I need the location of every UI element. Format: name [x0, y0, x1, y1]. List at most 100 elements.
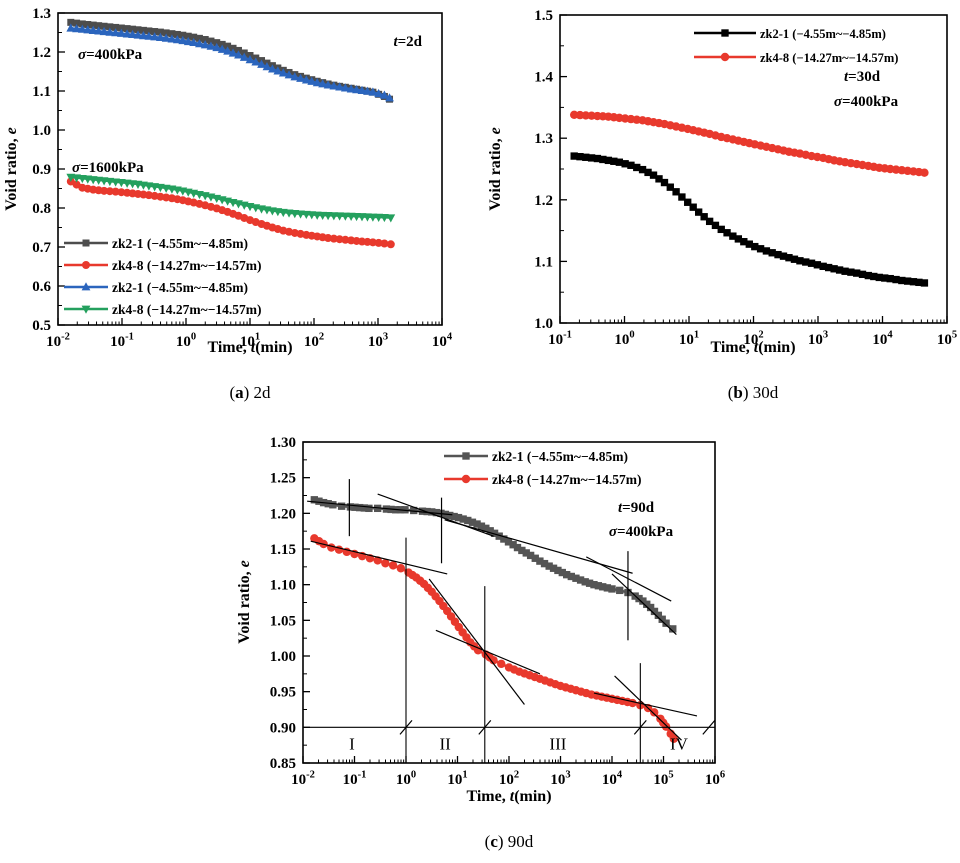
legend-label: zk2-1 (−4.55m~−4.85m)	[112, 236, 248, 251]
annotations: t=30d σ=400kPa	[834, 69, 899, 110]
svg-text:104: 104	[872, 330, 893, 349]
x-axis-title: Time, t(min)	[466, 788, 551, 805]
svg-text:1.3: 1.3	[32, 6, 51, 22]
series-3-zk2-1	[66, 23, 394, 102]
annotations: t=2d σ=400kPa σ=1600kPa	[72, 34, 423, 176]
series-1-zk2-1	[310, 496, 677, 633]
legend-label: zk2-1 (−4.55m~−4.85m)	[760, 27, 886, 41]
svg-text:0.7: 0.7	[32, 240, 51, 256]
x-axis-title: Time, t(min)	[710, 339, 795, 356]
svg-text:10-1: 10-1	[110, 332, 134, 351]
svg-text:0.85: 0.85	[270, 756, 296, 772]
annotation: σ=400kPa	[78, 47, 143, 63]
y-axis: 0.5 0.6 0.7 0.8 0.9 1.0 1.1 1.2 1.3	[32, 6, 65, 334]
creep-stage-regions: I II III IV	[303, 537, 716, 763]
svg-text:1.1: 1.1	[534, 254, 553, 270]
svg-text:100: 100	[396, 770, 416, 789]
svg-text:102: 102	[304, 332, 324, 351]
legend: zk2-1 (−4.55m~−4.85m) zk4-8 (−14.27m~−14.…	[694, 27, 898, 65]
svg-text:101: 101	[447, 770, 467, 789]
svg-text:10-1: 10-1	[548, 330, 572, 349]
annotation: σ=400kPa	[609, 524, 674, 540]
caption-a: (a) 2d	[229, 383, 271, 402]
svg-text:10-2: 10-2	[291, 770, 315, 789]
series-2-zk4-8	[569, 110, 929, 177]
caption-b: (b) 30d	[728, 383, 779, 402]
annotation: σ=400kPa	[834, 94, 899, 110]
svg-text:1.05: 1.05	[270, 613, 296, 629]
annotation: σ=1600kPa	[72, 160, 144, 176]
x-axis: 10-2 10-1 100 101 102 103 104 105 106	[291, 756, 725, 788]
svg-text:1.25: 1.25	[270, 471, 296, 487]
svg-text:101: 101	[679, 330, 699, 349]
svg-text:0.8: 0.8	[32, 201, 51, 217]
svg-text:104: 104	[432, 332, 453, 351]
legend: zk2-1 (−4.55m~−4.85m) zk4-8 (−14.27m~−14.…	[444, 449, 642, 487]
svg-text:1.3: 1.3	[534, 131, 553, 147]
svg-text:1.1: 1.1	[32, 84, 51, 100]
x-axis-title: Time, t(min)	[207, 339, 292, 356]
annotation: t=2d	[393, 34, 422, 50]
svg-text:103: 103	[368, 332, 388, 351]
svg-text:1.0: 1.0	[534, 316, 553, 332]
svg-text:1.15: 1.15	[270, 542, 296, 558]
chart-c: 10-2 10-1 100 101 102 103 104 105 106 0.85 0.90 0.9…	[236, 435, 725, 851]
legend-label: zk4-8 (−14.27m~−14.57m)	[112, 258, 262, 273]
region-label-IV: IV	[670, 734, 689, 753]
svg-text:0.90: 0.90	[270, 720, 296, 736]
y-axis-title: Void ratio, e	[236, 560, 253, 643]
svg-text:0.9: 0.9	[32, 162, 51, 178]
svg-text:103: 103	[808, 330, 828, 349]
svg-text:0.6: 0.6	[32, 279, 51, 295]
x-axis: 10-1 100 101 102 103 104 105	[548, 316, 957, 348]
y-axis: 0.85 0.90 0.95 1.00 1.05 1.10 1.15 1.20 1.25 1.30	[270, 435, 310, 772]
svg-text:1.4: 1.4	[534, 70, 553, 86]
svg-text:102: 102	[499, 770, 519, 789]
region-label-III: III	[549, 734, 566, 753]
svg-text:105: 105	[653, 770, 673, 789]
svg-text:1.2: 1.2	[32, 45, 51, 61]
svg-text:1.0: 1.0	[32, 123, 51, 139]
svg-text:1.20: 1.20	[270, 506, 296, 522]
annotations: t=90d σ=400kPa	[609, 500, 674, 540]
y-axis-title: Void ratio, e	[3, 127, 20, 210]
svg-text:104: 104	[602, 770, 623, 789]
caption-c: (c) 90d	[485, 832, 534, 851]
region-label-II: II	[439, 734, 451, 753]
legend: zk2-1 (−4.55m~−4.85m) zk4-8 (−14.27m~−14.…	[64, 236, 262, 317]
svg-text:1.2: 1.2	[534, 193, 553, 209]
svg-text:0.5: 0.5	[32, 318, 51, 334]
svg-text:100: 100	[176, 332, 196, 351]
tangent-construction-lines	[307, 479, 698, 741]
series-2-zk4-8	[310, 534, 678, 743]
legend-label: zk2-1 (−4.55m~−4.85m)	[492, 449, 628, 464]
series-1-zk2-1	[570, 152, 929, 287]
svg-text:1.5: 1.5	[534, 8, 553, 24]
svg-text:100: 100	[614, 330, 634, 349]
series-2-zk4-8	[66, 177, 395, 249]
svg-text:103: 103	[550, 770, 570, 789]
legend-label: zk4-8 (−14.27m~−14.57m)	[760, 51, 898, 65]
svg-text:10-1: 10-1	[343, 770, 367, 789]
svg-text:102: 102	[743, 330, 763, 349]
legend-label: zk4-8 (−14.27m~−14.57m)	[112, 302, 262, 317]
chart-b: 10-1 100 101 102 103 104 105 1.0 1.1 1.2 1.3 1.4 1.5…	[487, 8, 957, 402]
annotation: t=30d	[844, 69, 881, 85]
svg-text:106: 106	[705, 770, 725, 789]
svg-text:105: 105	[937, 330, 957, 349]
svg-text:1.10: 1.10	[270, 578, 296, 594]
series-4-zk4-8	[66, 173, 396, 223]
legend-label: zk4-8 (−14.27m~−14.57m)	[492, 472, 642, 487]
chart-a: 10-2 10-1 100 101 102 103 104 0.5 0.6 0.7 0.8 0.9 1.…	[3, 6, 453, 402]
y-axis-title: Void ratio, e	[487, 127, 504, 210]
x-axis: 10-2 10-1 100 101 102 103 104	[46, 318, 453, 350]
y-axis: 1.0 1.1 1.2 1.3 1.4 1.5	[534, 8, 567, 332]
svg-text:1.00: 1.00	[270, 649, 296, 665]
region-label-I: I	[349, 734, 355, 753]
svg-text:1.30: 1.30	[270, 435, 296, 451]
svg-text:101: 101	[240, 332, 260, 351]
legend-label: zk2-1 (−4.55m~−4.85m)	[112, 280, 248, 295]
svg-text:0.95: 0.95	[270, 685, 296, 701]
